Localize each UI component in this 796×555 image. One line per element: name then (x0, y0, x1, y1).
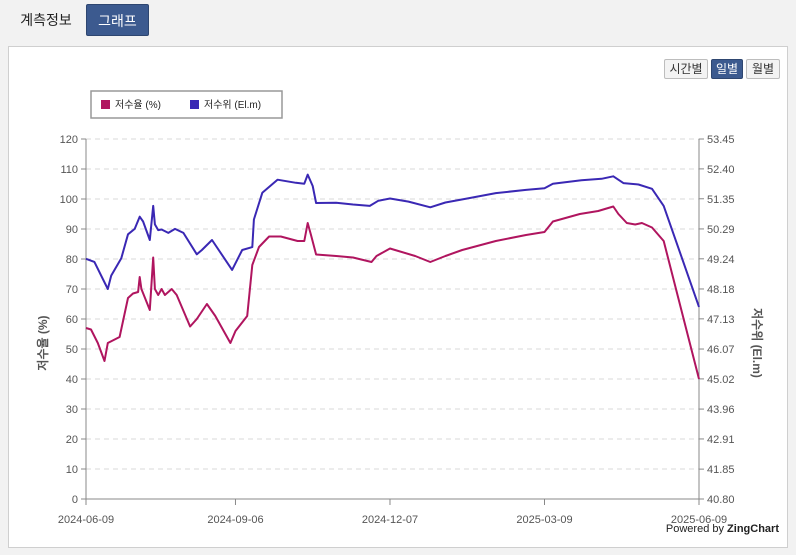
left-tick-label: 70 (66, 284, 78, 296)
x-ticks: 2024-06-09 2024-09-06 2024-12-07 2025-03-09… (58, 499, 727, 526)
x-tick-label: 2025-03-09 (516, 514, 572, 526)
left-tick-label: 20 (66, 434, 78, 446)
right-y-ticks: 40.80 41.85 42.91 43.96 45.02 46.07 47.13 48.18… (699, 134, 735, 506)
tab-bar: 계측정보 그래프 (0, 0, 796, 40)
y-axis-right-label: 저수위 (El.m) (750, 308, 765, 378)
left-tick-label: 110 (60, 164, 78, 176)
legend-item-level[interactable]: 저수위 (El.m) (204, 98, 261, 111)
left-y-ticks: 0 10 20 30 40 50 60 70 80 90 100 110 120 (60, 134, 86, 506)
legend-box (90, 90, 283, 119)
right-tick-label: 50.29 (707, 224, 735, 236)
left-tick-label: 10 (66, 464, 78, 476)
left-tick-label: 120 (60, 134, 78, 146)
left-tick-label: 60 (66, 314, 78, 326)
series-line-storage-rate (85, 205, 700, 380)
left-tick-label: 0 (72, 494, 78, 506)
right-tick-label: 47.13 (707, 314, 735, 326)
period-hourly-button[interactable]: 시간별 (664, 59, 708, 79)
right-tick-label: 48.18 (707, 284, 735, 296)
right-tick-label: 52.40 (707, 164, 735, 176)
series-lines (85, 173, 700, 380)
legend-swatch-rate (101, 100, 110, 109)
right-tick-label: 49.24 (707, 254, 735, 266)
x-tick-label: 2024-09-06 (207, 514, 263, 526)
legend-item-rate[interactable]: 저수율 (%) (115, 99, 161, 111)
right-tick-label: 40.80 (707, 494, 735, 506)
right-tick-label: 51.35 (707, 194, 735, 206)
right-tick-label: 45.02 (707, 374, 735, 386)
left-tick-label: 30 (66, 404, 78, 416)
right-tick-label: 42.91 (707, 434, 735, 446)
x-tick-label: 2024-12-07 (362, 514, 418, 526)
left-tick-label: 80 (66, 254, 78, 266)
chart-panel: 시간별 일별 월별 0 10 20 30 40 50 60 70 80 90 100 110 120 4… (8, 46, 788, 548)
period-daily-button[interactable]: 일별 (711, 59, 743, 79)
x-tick-label: 2025-06-09 (671, 514, 727, 526)
left-tick-label: 40 (66, 374, 78, 386)
tab-graph[interactable]: 그래프 (86, 4, 149, 36)
zingchart-watermark: Powered by ZingChart (666, 523, 779, 535)
y-axis-left-label: 저수율 (%) (35, 315, 50, 370)
left-tick-label: 100 (60, 194, 78, 206)
right-tick-label: 53.45 (707, 134, 735, 146)
grid-lines (86, 138, 699, 470)
series-line-water-level (85, 173, 700, 308)
legend: 저수율 (%) 저수위 (El.m) (90, 90, 283, 119)
left-tick-label: 50 (66, 344, 78, 356)
right-tick-label: 46.07 (707, 344, 735, 356)
right-tick-label: 41.85 (707, 464, 735, 476)
right-tick-label: 43.96 (707, 404, 735, 416)
x-tick-label: 2024-06-09 (58, 514, 114, 526)
period-monthly-button[interactable]: 월별 (746, 59, 780, 79)
left-tick-label: 90 (66, 224, 78, 236)
legend-swatch-level (190, 100, 199, 109)
tab-measurement-info[interactable]: 계측정보 (20, 12, 72, 28)
